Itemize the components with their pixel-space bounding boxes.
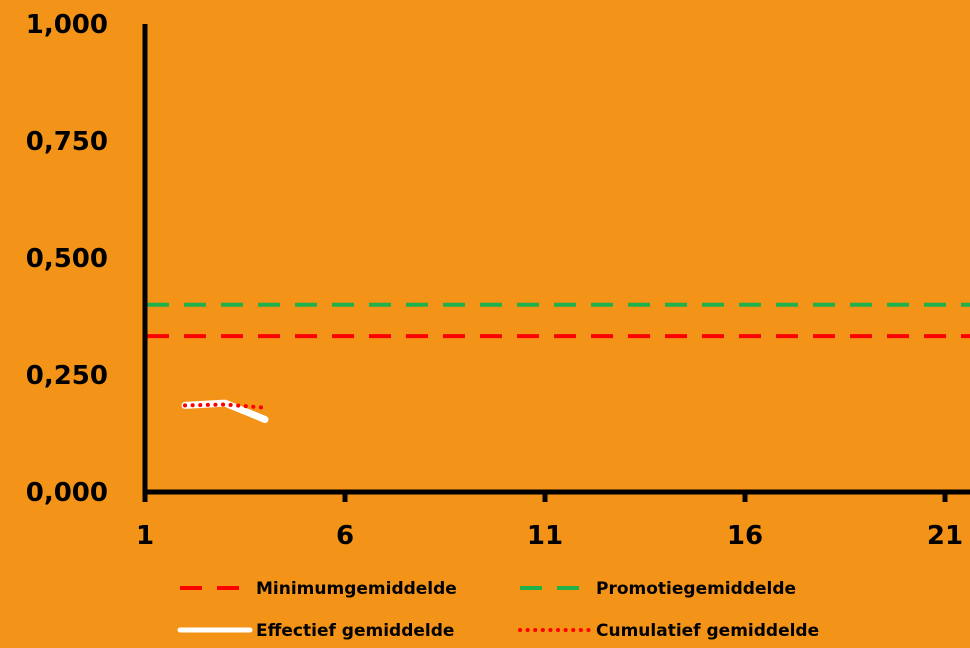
x-tick-label: 16 (727, 521, 763, 551)
legend-label: Promotiegemiddelde (596, 579, 796, 599)
y-tick-label: 0,500 (26, 244, 108, 274)
y-tick-label: 0,000 (26, 478, 108, 508)
y-tick-label: 1,000 (26, 10, 108, 40)
y-tick-label: 0,250 (26, 361, 108, 391)
legend-label: Cumulatief gemiddelde (596, 621, 819, 641)
x-tick-label: 1 (136, 521, 154, 551)
legend: Minimumgemiddelde Promotiegemiddelde Effec… (177, 579, 819, 641)
x-ticks: 1 6 11 16 21 (136, 492, 963, 551)
series-line-4 (183, 402, 267, 410)
y-tick-label: 0,750 (26, 127, 108, 157)
x-tick-label: 21 (927, 521, 963, 551)
legend-label: Minimumgemiddelde (256, 579, 457, 599)
y-ticks: 0,000 0,250 0,500 0,750 1,000 (26, 10, 108, 508)
legend-label: Effectief gemiddelde (256, 621, 454, 641)
plot-lines (147, 302, 970, 423)
x-tick-label: 11 (527, 521, 563, 551)
x-tick-label: 6 (336, 521, 354, 551)
